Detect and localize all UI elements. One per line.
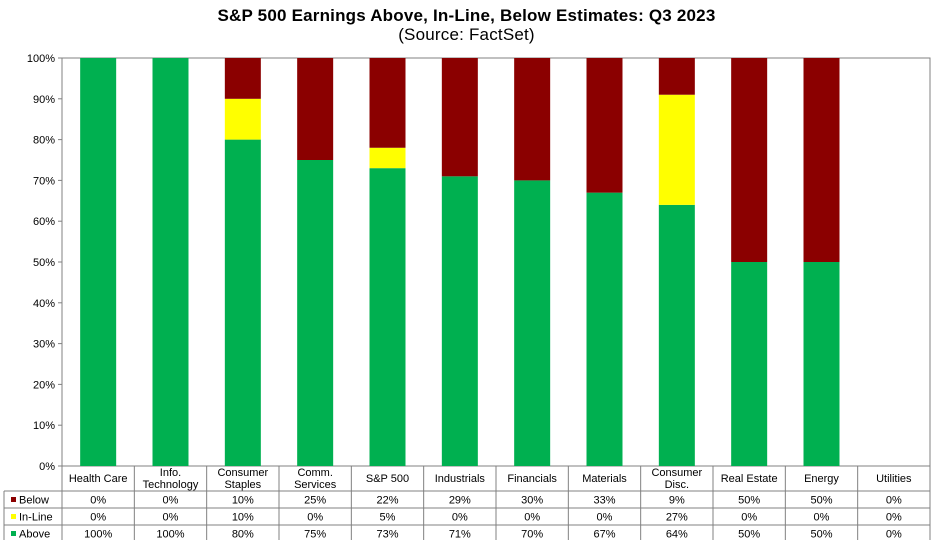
y-tick-label: 40% [33,298,55,310]
y-tick-label: 20% [33,379,55,391]
bar-segment-in-line [224,98,261,140]
bar-segment-in-line [369,147,406,169]
table-value-in-line: 10% [232,512,254,524]
category-label: Disc. [665,479,689,491]
table-value-in-line: 0% [452,512,468,524]
table-value-above: 71% [449,529,471,540]
table-value-in-line: 0% [524,512,540,524]
category-label: Financials [507,473,557,485]
table-value-below: 10% [232,495,254,507]
category-label: Utilities [876,473,912,485]
bar-segment-above [803,262,840,466]
table-value-below: 30% [521,495,543,507]
category-label: Info. [160,467,181,479]
category-label: Comm. [297,467,332,479]
category-label: Materials [582,473,627,485]
bar-segment-below [297,58,334,160]
table-value-in-line: 0% [307,512,323,524]
bar-segment-above [80,58,117,466]
table-value-in-line: 27% [666,512,688,524]
category-label: Staples [224,479,261,491]
bar-segment-below [803,58,840,262]
table-value-below: 33% [593,495,615,507]
legend-key-below [11,497,16,502]
bar-segment-above [297,160,334,466]
table-value-above: 67% [593,529,615,540]
table-value-in-line: 0% [814,512,830,524]
bar-segment-below [514,58,551,181]
table-value-below: 9% [669,495,685,507]
category-label: Consumer [217,467,268,479]
table-value-above: 50% [810,529,832,540]
y-tick-label: 10% [33,420,55,432]
table-value-below: 50% [810,495,832,507]
y-tick-label: 90% [33,94,55,106]
table-value-below: 0% [163,495,179,507]
legend-label-below: Below [19,495,49,507]
table-value-above: 50% [738,529,760,540]
y-tick-label: 70% [33,175,55,187]
bar-segment-above [586,192,623,466]
table-value-below: 22% [376,495,398,507]
table-value-below: 29% [449,495,471,507]
table-value-in-line: 0% [163,512,179,524]
category-label: Consumer [651,467,702,479]
table-value-above: 100% [156,529,184,540]
table-value-in-line: 0% [741,512,757,524]
legend-key-above [11,531,16,536]
chart-subtitle: (Source: FactSet) [398,25,535,44]
bar-segment-below [731,58,768,262]
table-value-above: 0% [886,529,902,540]
bar-segment-above [441,176,478,466]
legend-label-above: Above [19,529,50,540]
table-value-above: 73% [376,529,398,540]
bar-segment-below [441,58,478,177]
table-value-below: 25% [304,495,326,507]
bar-segment-below [586,58,623,193]
category-label: Real Estate [721,473,778,485]
bar-segment-above [224,139,261,466]
table-value-in-line: 0% [90,512,106,524]
category-label: Services [294,479,337,491]
bar-segment-below [658,58,695,95]
category-label: Health Care [69,473,128,485]
chart-title: S&P 500 Earnings Above, In-Line, Below E… [217,6,716,25]
category-label: Technology [143,479,199,491]
table-value-in-line: 0% [597,512,613,524]
y-tick-label: 80% [33,135,55,147]
y-tick-label: 100% [27,53,55,65]
category-label: S&P 500 [366,473,409,485]
bar-segment-above [658,204,695,466]
table-value-in-line: 5% [380,512,396,524]
table-value-above: 100% [84,529,112,540]
bar-segment-in-line [658,94,695,205]
table-value-below: 0% [90,495,106,507]
bar-segment-below [224,58,261,99]
table-value-above: 70% [521,529,543,540]
bar-segment-above [369,168,406,466]
y-tick-label: 50% [33,257,55,269]
legend-label-in-line: In-Line [19,512,53,524]
bar-segment-above [731,262,768,466]
y-tick-label: 30% [33,339,55,351]
bar-segment-above [514,180,551,466]
table-value-above: 75% [304,529,326,540]
table-value-below: 50% [738,495,760,507]
plot-area-border [61,57,931,467]
category-label: Industrials [435,473,486,485]
category-label: Energy [804,473,839,485]
y-tick-label: 0% [39,461,55,473]
table-value-below: 0% [886,495,902,507]
y-tick-label: 60% [33,216,55,228]
legend-key-in-line [11,514,16,519]
table-value-above: 80% [232,529,254,540]
bar-segment-below [369,58,406,148]
bar-segment-above [152,58,189,466]
table-value-in-line: 0% [886,512,902,524]
table-value-above: 64% [666,529,688,540]
